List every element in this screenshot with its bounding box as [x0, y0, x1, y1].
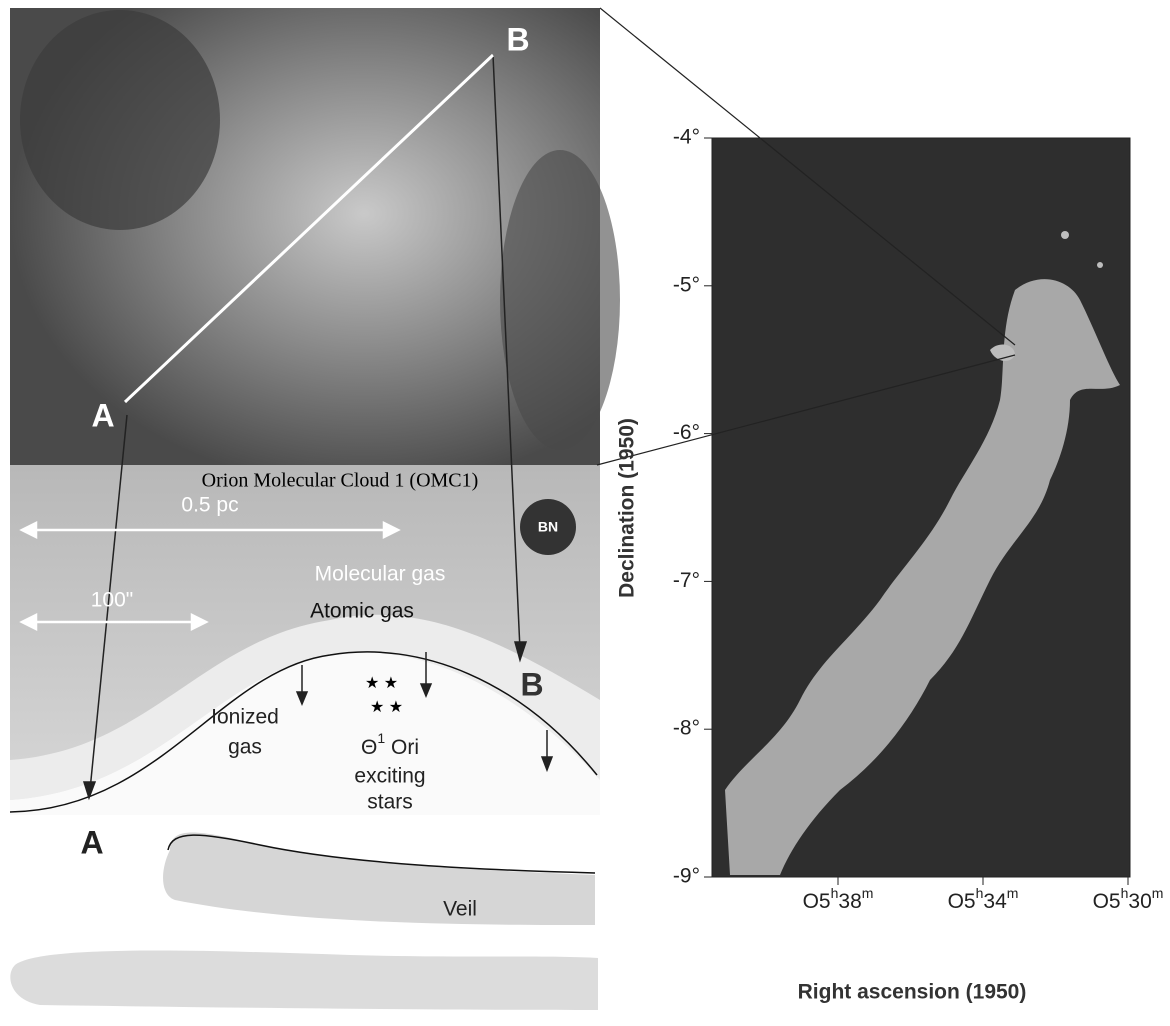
- stars-label: exciting: [354, 765, 425, 788]
- y-axis-label: Declination (1950): [616, 418, 639, 598]
- x-tick-label: O5h34m: [948, 885, 1019, 913]
- stars-name: Ori: [385, 736, 419, 759]
- figure: ★ ★ ★ ★ B A Orion Molecular Cloud 1 (OMC…: [0, 0, 1170, 1026]
- y-tick-label: -7°: [673, 569, 700, 592]
- point-label: B: [506, 21, 529, 57]
- y-tick-label: -5°: [673, 273, 700, 296]
- dark-region: [500, 150, 620, 450]
- bn-label: BN: [538, 519, 558, 535]
- x-tick-num: 34: [983, 890, 1007, 913]
- y-tick-label: -8°: [673, 717, 700, 740]
- stars-symbol: Θ: [361, 736, 377, 759]
- x-tick-sup: m: [862, 885, 874, 901]
- y-tick-label: -4°: [673, 126, 700, 149]
- x-tick-num: 30: [1128, 890, 1151, 913]
- stars-sup: 1: [377, 730, 385, 746]
- region-label: gas: [228, 736, 262, 759]
- x-axis-label: Right ascension (1950): [798, 981, 1027, 1004]
- region-label: Veil: [443, 898, 477, 921]
- x-tick-base: O5: [803, 890, 831, 913]
- scale-label: 100": [91, 589, 134, 612]
- region-label: Molecular gas: [315, 563, 446, 586]
- dark-region: [20, 10, 220, 230]
- point-label: A: [91, 397, 114, 433]
- y-tick-label: -9°: [673, 865, 700, 888]
- star-icon: ★ ★: [370, 699, 403, 716]
- x-tick-sup: h: [1121, 885, 1129, 901]
- x-tick-num: 38: [838, 890, 861, 913]
- x-tick-label: O5h30m: [1093, 885, 1164, 913]
- x-tick-sup: h: [976, 885, 984, 901]
- x-tick-sup: m: [1007, 885, 1019, 901]
- stars-label: stars: [367, 791, 413, 814]
- region-label: Atomic gas: [310, 600, 414, 623]
- point-label: A: [80, 824, 103, 860]
- x-tick-base: O5: [948, 890, 976, 913]
- star-icon: ★ ★: [365, 675, 398, 692]
- x-tick-sup: h: [831, 885, 839, 901]
- panel-title: Orion Molecular Cloud 1 (OMC1): [202, 470, 479, 492]
- veil-band: [10, 951, 598, 1010]
- scale-label: 0.5 pc: [181, 494, 238, 517]
- y-tick-label: -6°: [673, 421, 700, 444]
- x-tick-base: O5: [1093, 890, 1121, 913]
- x-tick-sup: m: [1152, 885, 1164, 901]
- region-label: Ionized: [211, 706, 279, 729]
- point-label: B: [520, 666, 543, 702]
- x-tick-label: O5h38m: [803, 885, 874, 913]
